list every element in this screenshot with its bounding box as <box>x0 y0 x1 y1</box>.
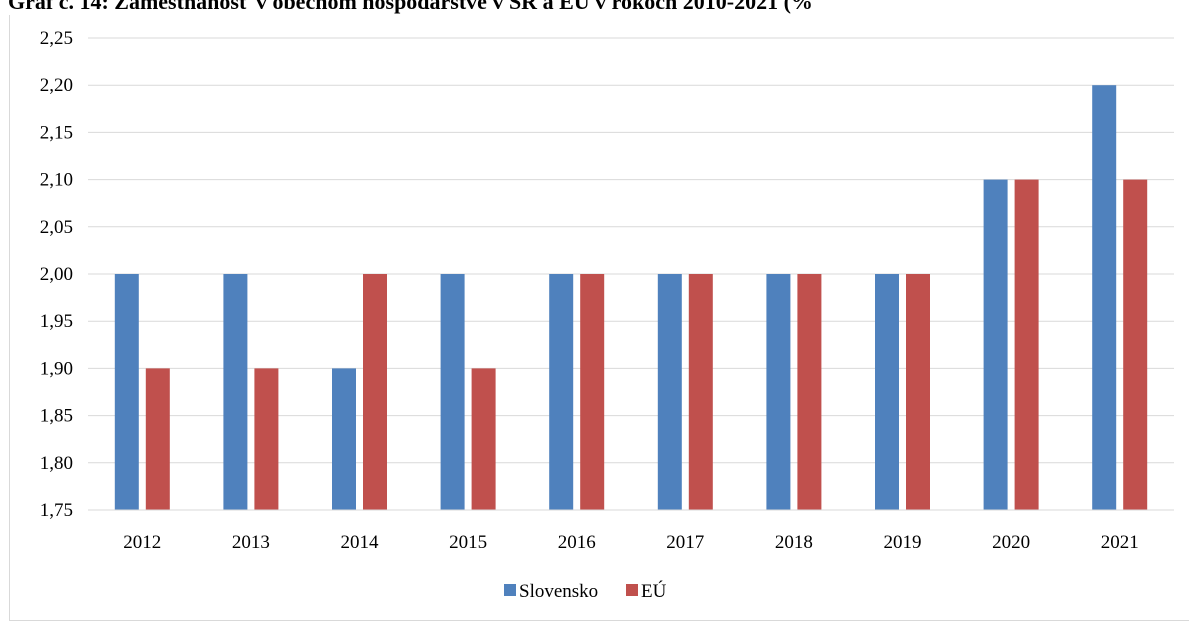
legend-swatch <box>626 584 638 596</box>
x-tick-label: 2017 <box>666 532 704 553</box>
x-tick-label: 2015 <box>449 532 487 553</box>
y-tick-label: 2,00 <box>40 264 73 285</box>
bar-slovensko <box>440 274 465 510</box>
x-tick-label: 2012 <box>123 532 161 553</box>
y-tick-label: 1,80 <box>40 453 73 474</box>
x-tick-label: 2013 <box>232 532 270 553</box>
chart-frame <box>9 15 1189 621</box>
x-tick-label: 2019 <box>884 532 922 553</box>
bar-eu <box>906 274 930 510</box>
y-tick-label: 2,25 <box>40 28 73 49</box>
bar-slovensko <box>223 274 248 510</box>
x-tick-label: 2021 <box>1101 532 1139 553</box>
y-tick-label: 1,75 <box>40 500 73 521</box>
bar-slovensko <box>114 274 139 510</box>
chart-title: Graf č. 14: Zamestnanosť v obecnom hospo… <box>8 0 813 14</box>
bar-eu <box>1123 179 1148 510</box>
bar-slovensko <box>766 274 791 510</box>
x-tick-label: 2020 <box>992 532 1030 553</box>
y-tick-label: 1,85 <box>40 406 73 427</box>
bar-slovensko <box>332 368 356 510</box>
bar-eu <box>797 274 822 510</box>
legend-swatch <box>504 584 516 596</box>
bar-eu <box>580 274 605 510</box>
bar-slovensko <box>1092 85 1117 510</box>
bar-eu <box>688 274 713 510</box>
bar-slovensko <box>549 274 574 510</box>
x-tick-label: 2014 <box>341 532 380 553</box>
bar-slovensko <box>983 179 1008 510</box>
y-tick-label: 2,10 <box>40 170 73 191</box>
legend-label: EÚ <box>641 580 667 602</box>
bar-eu <box>363 274 387 510</box>
bar-eu <box>145 368 170 510</box>
y-tick-label: 1,90 <box>40 358 73 379</box>
y-tick-label: 2,15 <box>40 122 73 143</box>
y-tick-label: 2,20 <box>40 75 73 96</box>
bar-eu <box>254 368 279 510</box>
bar-slovensko <box>875 274 899 510</box>
legend-label: Slovensko <box>519 581 598 602</box>
x-tick-label: 2018 <box>775 532 813 553</box>
y-tick-label: 1,95 <box>40 311 73 332</box>
y-tick-label: 2,05 <box>40 217 73 238</box>
bar-eu <box>471 368 496 510</box>
bar-slovensko <box>657 274 682 510</box>
x-tick-label: 2016 <box>558 532 596 553</box>
bar-eu <box>1014 179 1039 510</box>
